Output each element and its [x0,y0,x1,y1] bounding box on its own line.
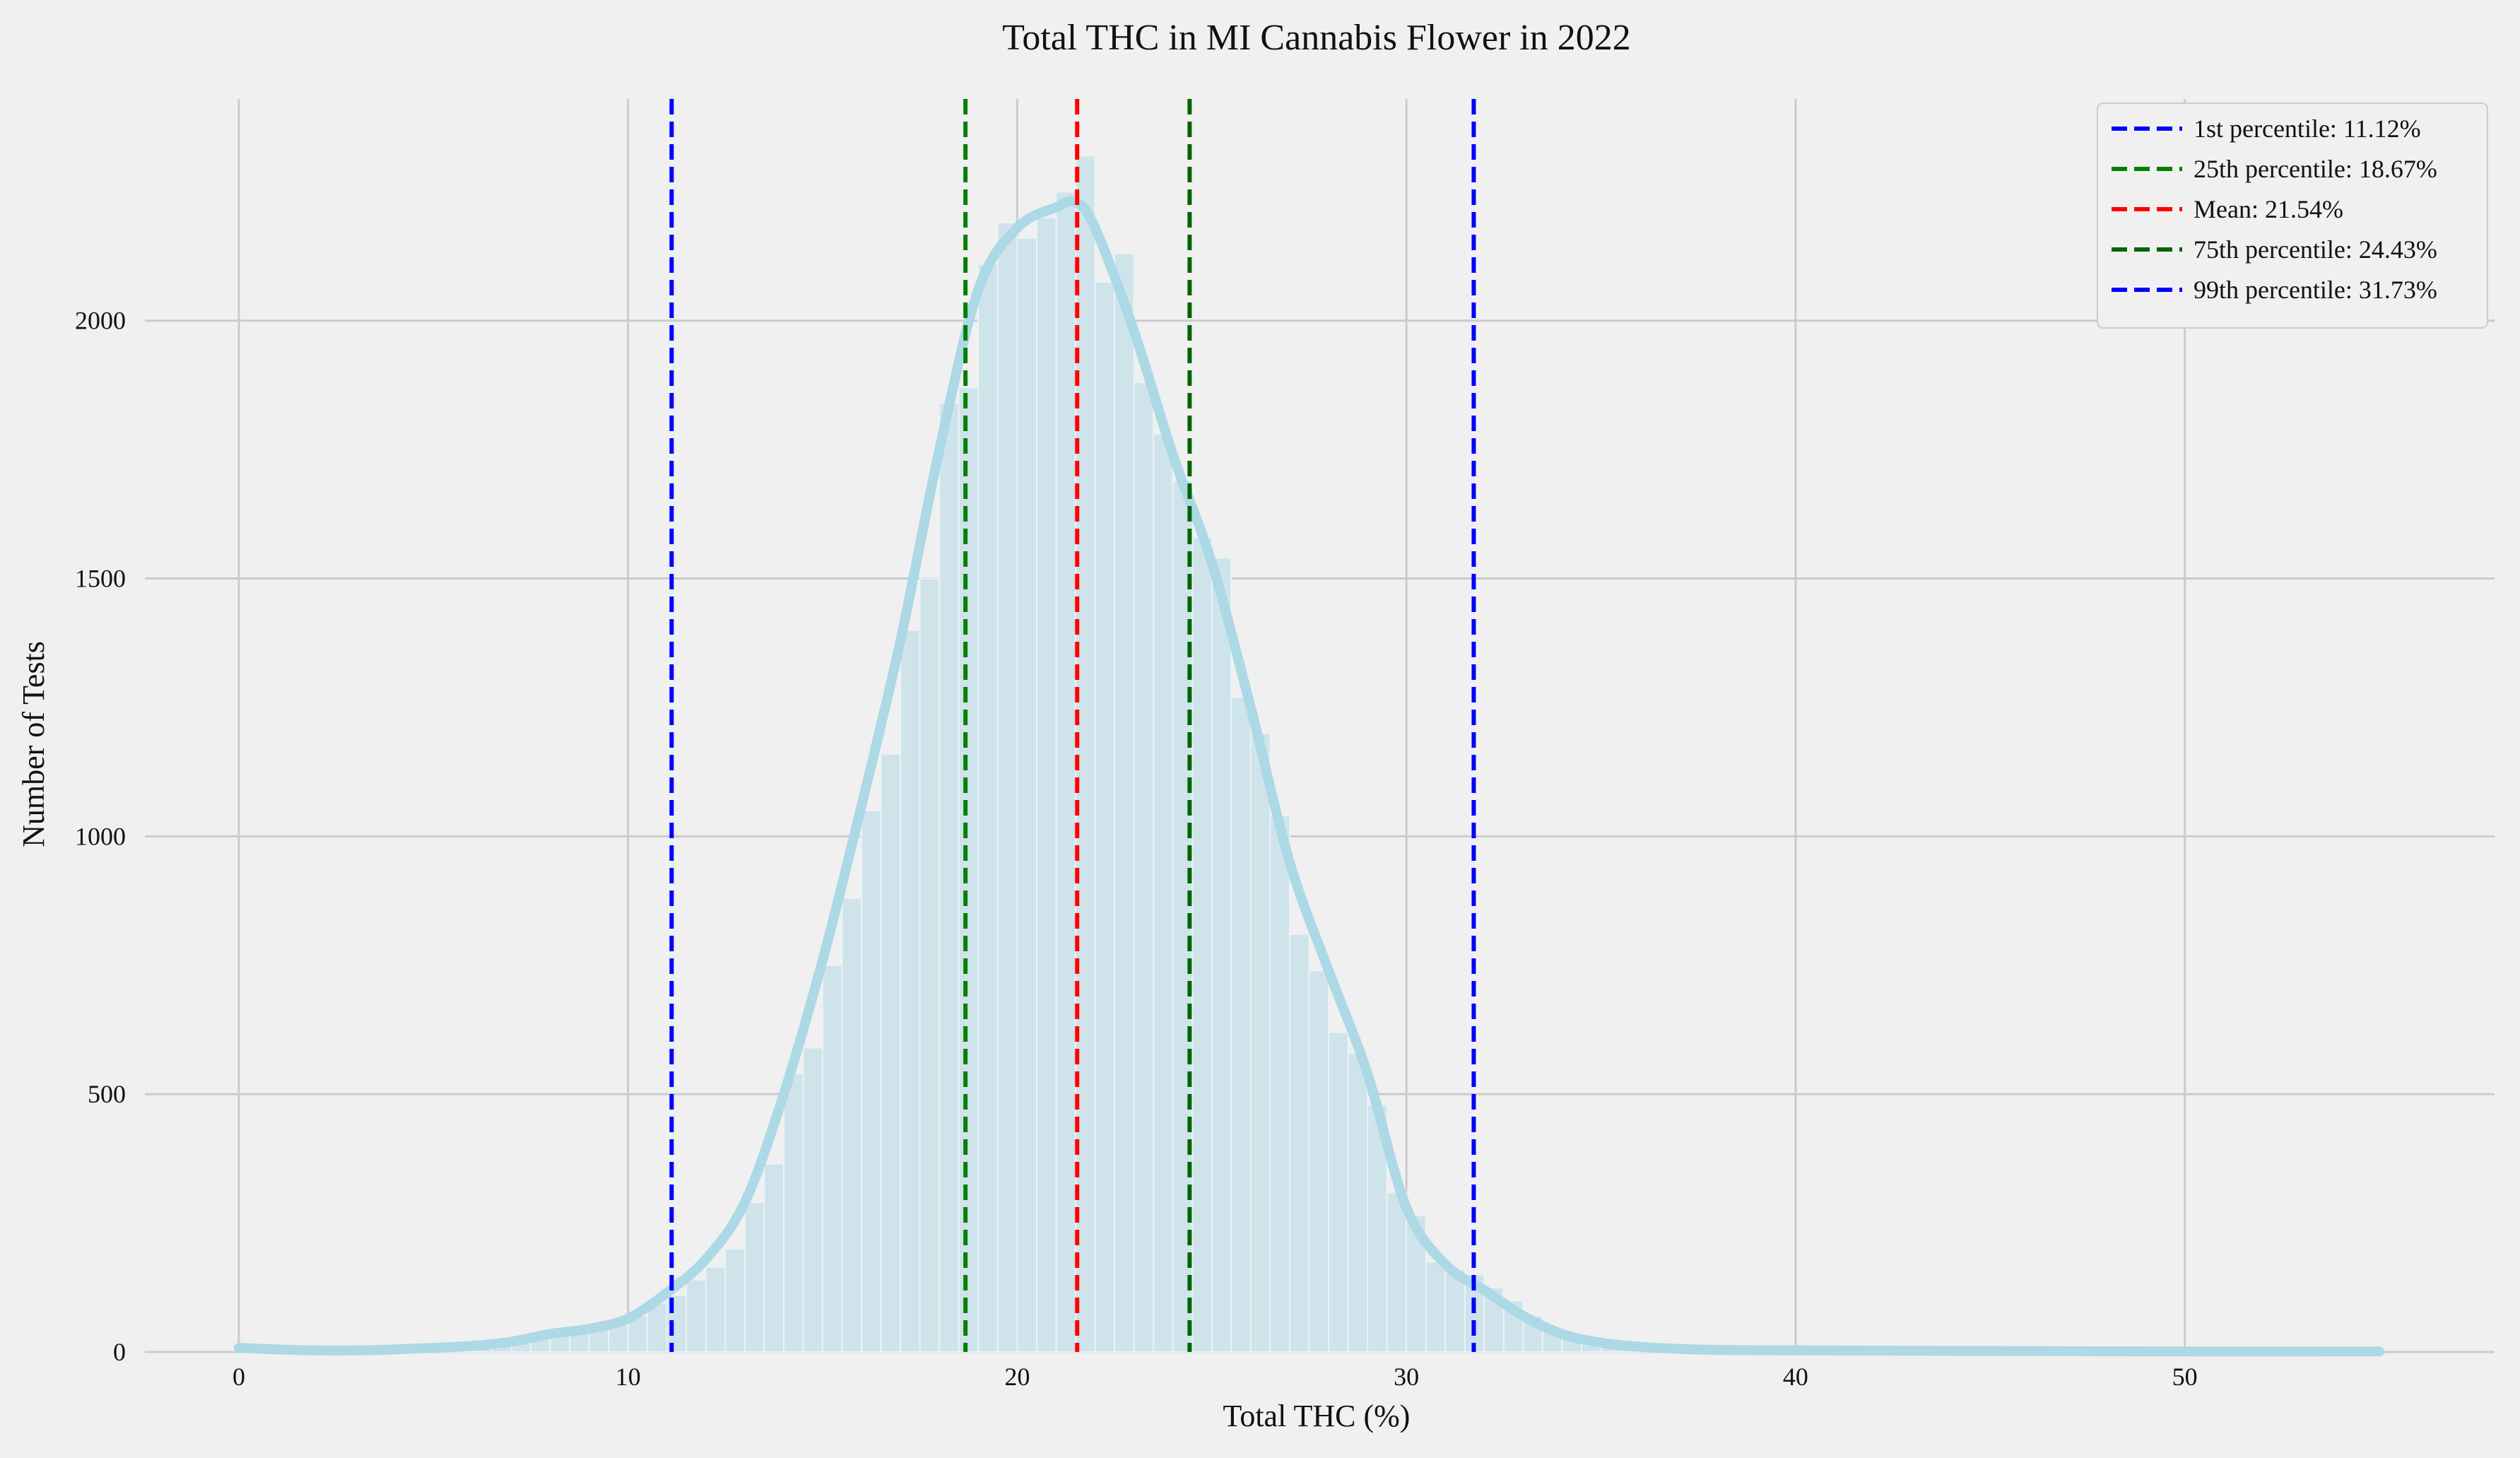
x-axis-label: Total THC (%) [1223,1399,1411,1433]
y-tick-label: 2000 [75,307,126,335]
histogram-bar [996,222,1018,1353]
histogram-bar [919,577,941,1353]
histogram-bar [1347,1052,1369,1353]
histogram-bar [1016,237,1037,1353]
legend-label: 25th percentile: 18.67% [2194,155,2437,183]
y-tick-label: 1500 [75,565,126,593]
histogram-bar [1055,191,1077,1353]
x-tick-label: 10 [616,1363,641,1391]
chart-title: Total THC in MI Cannabis Flower in 2022 [1002,18,1630,58]
histogram-bar [1406,1214,1427,1353]
histogram-bar [802,1047,824,1353]
kde-curve [234,196,2384,1357]
histogram-bar [743,1201,765,1353]
histogram-bar [841,897,863,1353]
histogram-bar [977,263,999,1353]
kde-layer [234,196,2384,1357]
histogram-bar [763,1163,785,1353]
histogram-bar [1211,557,1232,1353]
y-axis-label: Number of Tests [16,641,51,847]
histogram-bar [724,1248,746,1353]
histogram-bar [705,1266,726,1353]
x-tick-label: 40 [1783,1363,1808,1391]
legend-frame [2097,102,2488,329]
histogram-bar [1230,696,1252,1353]
histogram-bar [1328,1031,1349,1353]
histogram-bar [783,1073,804,1353]
histogram-bar [1308,970,1330,1353]
histogram-bar [861,809,882,1353]
histogram-bar [1035,216,1057,1353]
x-tick-label: 0 [232,1363,245,1391]
histogram-bar [938,402,960,1353]
legend-items: 1st percentile: 11.12% 25th percentile: 1… [2112,114,2437,304]
legend-label: 99th percentile: 31.73% [2194,276,2437,304]
histogram-bar [1444,1269,1466,1353]
reference-lines-layer [669,99,1476,1352]
histogram-bar [900,629,921,1353]
histogram-bar [1114,252,1135,1353]
y-tick-label: 500 [88,1080,126,1108]
histogram-bar [1249,732,1271,1353]
histogram-bar [1288,934,1310,1353]
bar-layer [432,155,1661,1353]
histogram-bar [958,387,979,1353]
legend: 1st percentile: 11.12% 25th percentile: 1… [2097,102,2488,329]
x-tick-label: 50 [2172,1363,2198,1391]
x-tick-label: 20 [1004,1363,1030,1391]
histogram-bar [1191,536,1213,1353]
histogram-bar [822,964,843,1353]
histogram-bar [1386,1191,1408,1353]
histogram-bar [1094,281,1116,1353]
histogram-bar [1269,815,1290,1353]
histogram-bar [685,1278,707,1353]
legend-label: Mean: 21.54% [2194,195,2343,223]
histogram-bar [880,753,902,1353]
histogram-bar [1133,382,1155,1353]
histogram-bar [1153,433,1174,1353]
legend-label: 1st percentile: 11.12% [2194,114,2421,143]
y-tick-label: 1000 [75,822,126,850]
y-tick-label: 0 [113,1338,126,1366]
x-tick-label: 30 [1394,1363,1419,1391]
histogram-bar [1425,1261,1447,1353]
legend-label: 75th percentile: 24.43% [2194,235,2437,264]
